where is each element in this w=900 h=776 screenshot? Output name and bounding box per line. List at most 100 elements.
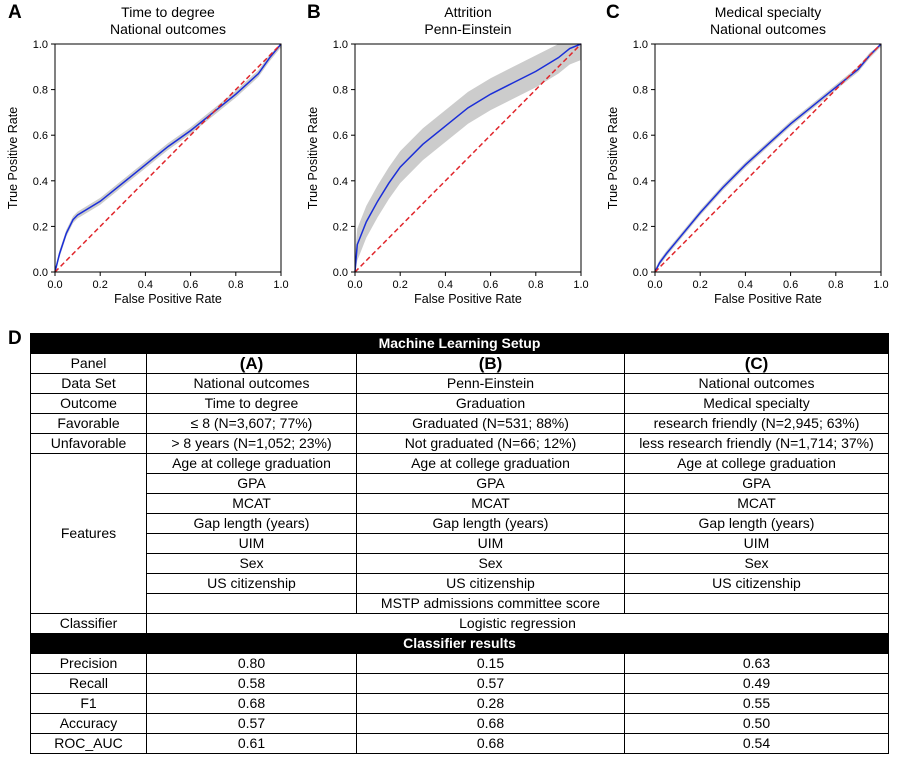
x-tick-label: 0.4	[138, 279, 153, 291]
feature-cell: US citizenship	[624, 573, 889, 594]
y-tick-label: 0.4	[33, 176, 48, 188]
metric-value: 0.80	[146, 653, 357, 674]
feature-cell: Sex	[624, 553, 889, 574]
y-tick-label: 0.2	[633, 221, 648, 233]
outcome-cell: Medical specialty	[624, 393, 889, 414]
table-row: Outcome Time to degree Graduation Medical s…	[30, 393, 889, 414]
y-tick-label: 0.0	[633, 267, 648, 279]
classifier-label: Classifier	[30, 613, 147, 634]
table-row: MSTP admissions committee score	[31, 593, 889, 614]
x-tick-label: 0.6	[483, 279, 498, 291]
feature-cell: US citizenship	[146, 573, 357, 594]
table-row: Gap length (years) Gap length (years) Gap …	[31, 513, 889, 534]
table-row: Recall 0.58 0.57 0.49	[30, 673, 889, 694]
dataset-label: Data Set	[30, 373, 147, 394]
panel-letter-b: B	[307, 2, 321, 23]
results-header: Classifier results	[30, 633, 889, 654]
favorable-cell: research friendly (N=2,945; 63%)	[624, 413, 889, 434]
outcome-cell: Time to degree	[146, 393, 357, 414]
roc-curve	[654, 43, 882, 273]
table-row: MCAT MCAT MCAT	[31, 493, 889, 514]
metric-value: 0.54	[624, 733, 889, 754]
dataset-cell: National outcomes	[146, 373, 357, 394]
chart-title-line2: National outcomes	[710, 21, 826, 37]
panel-col-header: (C)	[624, 353, 889, 374]
ml-setup-table-wrap: Machine Learning Setup Panel (A) (B) (C) Data…	[30, 333, 889, 754]
chance-line	[654, 43, 882, 273]
panel-letter-d: D	[8, 328, 22, 349]
chart-title-line1: Medical specialty	[715, 4, 822, 20]
y-tick-label: 0.6	[333, 130, 348, 142]
feature-cell: MCAT	[146, 493, 357, 514]
y-axis-label: True Positive Rate	[306, 107, 320, 209]
unfavorable-cell: less research friendly (N=1,714; 37%)	[624, 433, 889, 454]
x-axis-label: False Positive Rate	[114, 292, 222, 306]
y-tick-label: 1.0	[333, 39, 348, 51]
y-tick-label: 1.0	[633, 39, 648, 51]
feature-cell: GPA	[624, 473, 889, 494]
x-axis-label: False Positive Rate	[714, 292, 822, 306]
x-tick-label: 0.0	[347, 279, 362, 291]
table-row: Features Age at college graduation Age at …	[30, 453, 889, 614]
y-axis-label: True Positive Rate	[6, 107, 20, 209]
outcome-cell: Graduation	[356, 393, 625, 414]
x-tick-label: 0.8	[828, 279, 843, 291]
x-tick-label: 0.0	[47, 279, 62, 291]
feature-cell: Gap length (years)	[146, 513, 357, 534]
x-tick-label: 0.4	[738, 279, 753, 291]
x-tick-label: 0.2	[93, 279, 108, 291]
y-tick-label: 0.2	[33, 221, 48, 233]
features-label: Features	[30, 453, 147, 614]
y-tick-label: 0.8	[633, 85, 648, 97]
y-axis-label: True Positive Rate	[606, 107, 620, 209]
chart-title-line2: Penn-Einstein	[424, 21, 511, 37]
unfavorable-cell: Not graduated (N=66; 12%)	[356, 433, 625, 454]
table-row: US citizenship US citizenship US citizensh…	[31, 573, 889, 594]
x-tick-label: 0.4	[438, 279, 453, 291]
table-row: Precision 0.80 0.15 0.63	[30, 653, 889, 674]
chance-line	[354, 43, 582, 273]
feature-cell: UIM	[624, 533, 889, 554]
feature-cell: US citizenship	[356, 573, 625, 594]
metric-value: 0.58	[146, 673, 357, 694]
dataset-cell: Penn-Einstein	[356, 373, 625, 394]
table-row: F1 0.68 0.28 0.55	[30, 693, 889, 714]
feature-cell: MCAT	[624, 493, 889, 514]
x-tick-label: 0.8	[528, 279, 543, 291]
x-tick-label: 0.6	[783, 279, 798, 291]
favorable-cell: ≤ 8 (N=3,607; 77%)	[146, 413, 357, 434]
feature-cell: Gap length (years)	[624, 513, 889, 534]
metric-label: F1	[30, 693, 147, 714]
y-tick-label: 0.4	[633, 176, 648, 188]
feature-cell: GPA	[356, 473, 625, 494]
metric-label: ROC_AUC	[30, 733, 147, 754]
table-row: GPA GPA GPA	[31, 473, 889, 494]
table-row: Unfavorable > 8 years (N=1,052; 23%) Not g…	[30, 433, 889, 454]
x-axis-label: False Positive Rate	[414, 292, 522, 306]
plot-frame	[354, 43, 582, 273]
y-tick-label: 0.0	[33, 267, 48, 279]
table-row: Accuracy 0.57 0.68 0.50	[30, 713, 889, 734]
metric-value: 0.49	[624, 673, 889, 694]
panel-letter-a: A	[8, 2, 22, 23]
feature-cell: Gap length (years)	[356, 513, 625, 534]
feature-cell: UIM	[146, 533, 357, 554]
feature-cell: Age at college graduation	[356, 453, 625, 474]
metric-value: 0.28	[356, 693, 625, 714]
metric-value: 0.63	[624, 653, 889, 674]
table-row: Machine Learning Setup	[30, 333, 889, 354]
x-tick-label: 1.0	[273, 279, 288, 291]
y-tick-label: 0.4	[333, 176, 348, 188]
favorable-cell: Graduated (N=531; 88%)	[356, 413, 625, 434]
x-tick-label: 0.8	[228, 279, 243, 291]
feature-cell: GPA	[146, 473, 357, 494]
setup-header: Machine Learning Setup	[30, 333, 889, 354]
ml-setup-table: Machine Learning Setup Panel (A) (B) (C) Data…	[30, 333, 889, 754]
classifier-cell: Logistic regression	[146, 613, 889, 634]
roc-curve	[354, 43, 582, 273]
roc-curve	[54, 43, 282, 273]
plot-frame	[654, 43, 882, 273]
metric-label: Precision	[30, 653, 147, 674]
dataset-cell: National outcomes	[624, 373, 889, 394]
